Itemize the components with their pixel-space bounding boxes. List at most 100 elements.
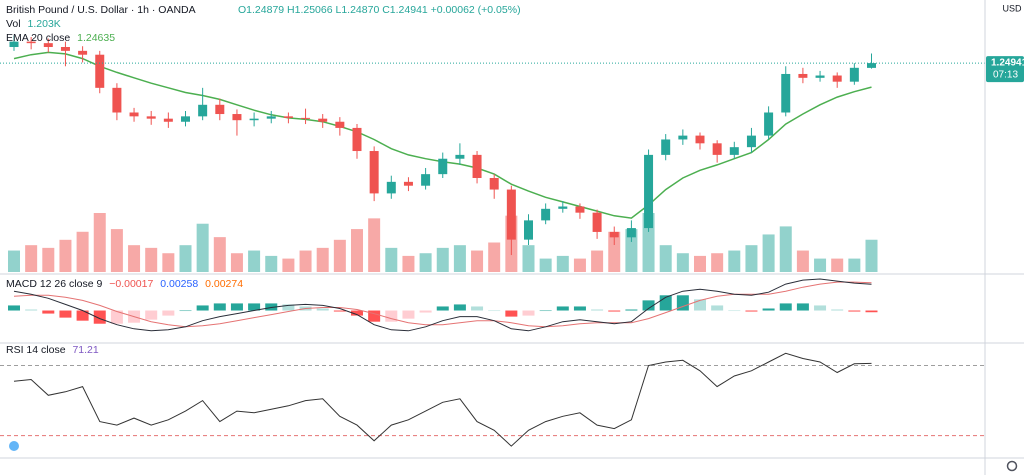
histogram-bar: [642, 300, 655, 311]
histogram-bar: [8, 305, 20, 311]
volume-bar: [42, 247, 55, 272]
histogram-bar: [110, 310, 123, 324]
candle-body: [678, 135, 688, 140]
candle-body: [421, 174, 431, 186]
volume-bar: [196, 223, 209, 272]
signal-line: [13, 281, 872, 328]
candle-body: [609, 231, 619, 238]
histogram-bar: [93, 310, 106, 324]
histogram-bar: [591, 309, 604, 311]
volume-bar: [453, 245, 466, 272]
volume-bar: [248, 250, 261, 272]
histogram-bar: [539, 310, 552, 312]
histogram-bar: [333, 310, 346, 312]
candle-body: [249, 118, 259, 121]
volume-bar: [76, 231, 89, 272]
volume-bar: [179, 245, 192, 272]
candle-body: [129, 112, 139, 117]
candle-body: [163, 118, 173, 122]
histogram-bar: [608, 310, 621, 312]
ohlc-values: O1.24879 H1.25066 L1.24870 C1.24941 +0.0…: [238, 4, 521, 16]
volume-bar: [625, 229, 638, 272]
marks-layer: [0, 35, 985, 447]
volume-bar: [711, 253, 724, 272]
candle-body: [815, 75, 825, 78]
countdown-label: 07:13: [993, 70, 1018, 81]
histogram-bar: [162, 310, 175, 316]
volume-bar: [265, 255, 278, 272]
ema-header: EMA 20 close 1.24635: [6, 32, 115, 44]
volume-bar: [25, 245, 38, 272]
histogram-bar: [865, 310, 878, 313]
histogram-bar: [745, 310, 758, 312]
ema-name: EMA 20 close: [6, 32, 70, 44]
histogram-bar: [488, 310, 501, 312]
candle-body: [644, 154, 654, 229]
volume-bar: [591, 250, 604, 272]
histogram-bar: [848, 310, 861, 312]
candle-body: [798, 73, 808, 78]
histogram-bar: [436, 306, 449, 311]
candle-body: [489, 177, 499, 190]
histogram-bar: [282, 304, 295, 311]
macd-line: [13, 278, 872, 332]
histogram-bar: [676, 295, 689, 311]
volume-bar: [230, 253, 243, 272]
volume-bar: [659, 245, 672, 272]
histogram-bar: [419, 310, 432, 313]
volume-bar: [162, 253, 175, 272]
logo: [9, 441, 19, 451]
volume-bar: [573, 258, 586, 272]
candle-body: [541, 208, 551, 221]
histogram-bar: [25, 309, 38, 311]
histogram-bar: [213, 303, 226, 311]
volume-bar: [865, 239, 878, 272]
histogram-bar: [265, 303, 278, 311]
candle-body: [729, 147, 739, 155]
candle-body: [849, 67, 859, 82]
histogram-bar: [471, 306, 484, 311]
histogram-bar: [351, 310, 363, 316]
histogram-bar: [248, 303, 261, 311]
settings-button[interactable]: [1006, 460, 1018, 472]
histogram-bar: [762, 308, 775, 311]
histogram-bar: [831, 309, 844, 311]
candle-body: [43, 43, 53, 48]
histogram-bar: [625, 309, 638, 311]
volume-bar: [796, 250, 809, 272]
candle-body: [472, 154, 482, 178]
candle-body: [695, 135, 705, 144]
volume-bar: [333, 239, 346, 272]
candle-body: [506, 189, 516, 240]
candle-body: [575, 206, 585, 213]
volume-name: Vol: [6, 18, 21, 30]
currency-label: USD: [1002, 3, 1022, 13]
histogram-bar: [59, 310, 72, 318]
volume-bar: [282, 258, 295, 272]
histogram-bar: [453, 304, 466, 311]
histogram-bar: [814, 305, 827, 311]
volume-bar: [128, 245, 141, 272]
candle-body: [764, 112, 774, 136]
candle-body: [626, 228, 636, 238]
volume-bar: [385, 247, 398, 272]
candle-body: [335, 121, 345, 128]
histogram-bar: [42, 310, 55, 314]
last-price-label: 1.24941: [991, 58, 1024, 69]
histogram-bar: [694, 299, 706, 311]
volume-bar: [608, 231, 621, 272]
price-header: British Pound / U.S. Dollar · 1h · OANDA…: [6, 4, 521, 16]
volume-bar: [299, 250, 312, 272]
histogram-bar: [711, 305, 724, 311]
volume-bar: [539, 258, 552, 272]
histogram-bar: [385, 310, 398, 322]
candle-body: [181, 116, 190, 122]
candle-body: [146, 116, 156, 119]
macd-header: MACD 12 26 close 9 −0.00017 0.00258 0.00…: [6, 278, 243, 290]
histogram-bar: [522, 310, 535, 316]
volume-bar: [368, 218, 381, 272]
candle-body: [386, 181, 396, 194]
volume-bar: [402, 255, 415, 272]
volume-header: Vol 1.203K: [6, 18, 61, 30]
